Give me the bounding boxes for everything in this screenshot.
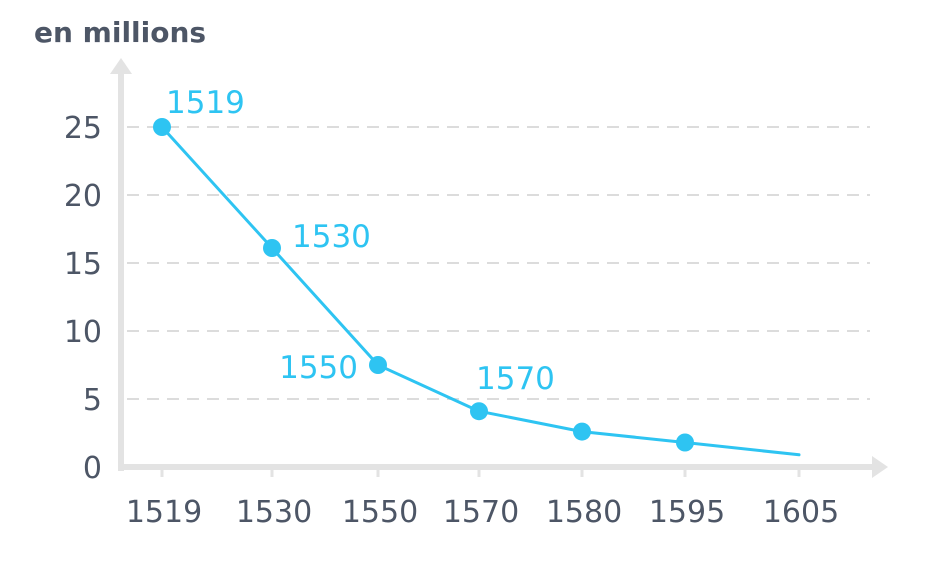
x-tick-label-1570: 1570 xyxy=(443,495,519,530)
x-tick-label-1605: 1605 xyxy=(763,495,839,530)
x-tick-label-1550: 1550 xyxy=(342,495,418,530)
data-point-1595 xyxy=(676,433,694,452)
data-label-1519: 1519 xyxy=(166,85,245,121)
axes xyxy=(110,58,888,478)
y-tick-label-20: 20 xyxy=(64,179,102,214)
data-point-1570 xyxy=(470,402,488,421)
y-tick-label-0: 0 xyxy=(83,451,102,486)
data-point-1580 xyxy=(573,422,591,441)
data-label-1570: 1570 xyxy=(476,361,555,397)
y-tick-label-10: 10 xyxy=(64,315,102,350)
data-point-1550 xyxy=(369,356,387,374)
x-tick-label-1519: 1519 xyxy=(126,495,202,530)
gridlines xyxy=(127,126,870,400)
y-tick-label-5: 5 xyxy=(83,383,102,418)
y-axis-label: en millions xyxy=(34,16,206,49)
x-tick-labels: 1519 1530 1550 1570 1580 1595 1605 xyxy=(126,495,839,530)
y-tick-label-25: 25 xyxy=(64,111,102,146)
x-tick-label-1580: 1580 xyxy=(546,495,622,530)
y-tick-label-15: 15 xyxy=(64,247,102,282)
y-axis-arrow xyxy=(110,58,132,74)
x-axis-arrow xyxy=(872,456,888,478)
data-points xyxy=(153,118,694,452)
x-tick-label-1530: 1530 xyxy=(236,495,312,530)
data-point-1519 xyxy=(153,118,171,136)
y-tick-labels: 0 5 10 15 20 25 xyxy=(64,111,102,486)
data-label-1530: 1530 xyxy=(292,219,371,255)
x-tick-label-1595: 1595 xyxy=(649,495,725,530)
data-label-1550: 1550 xyxy=(279,350,358,386)
data-labels: 1519 1530 1550 1570 xyxy=(166,85,555,397)
data-point-1530 xyxy=(263,239,281,257)
